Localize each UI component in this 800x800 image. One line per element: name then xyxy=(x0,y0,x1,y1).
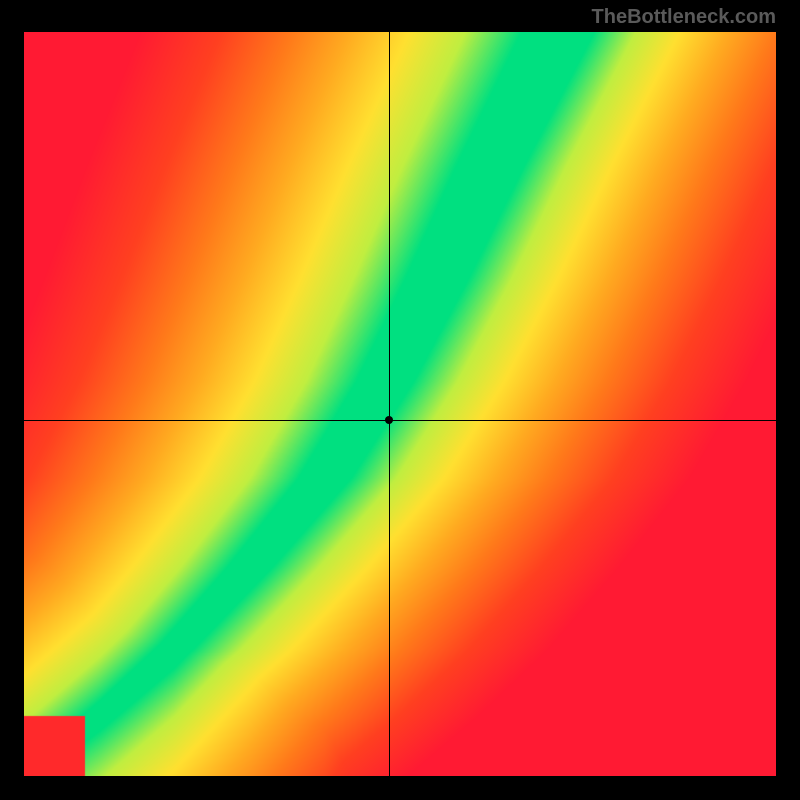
crosshair-dot xyxy=(385,416,393,424)
crosshair-vertical xyxy=(389,32,390,776)
watermark: TheBottleneck.com xyxy=(592,6,776,29)
crosshair-horizontal xyxy=(24,420,776,421)
heatmap-canvas xyxy=(24,32,776,776)
plot-area xyxy=(24,32,776,776)
